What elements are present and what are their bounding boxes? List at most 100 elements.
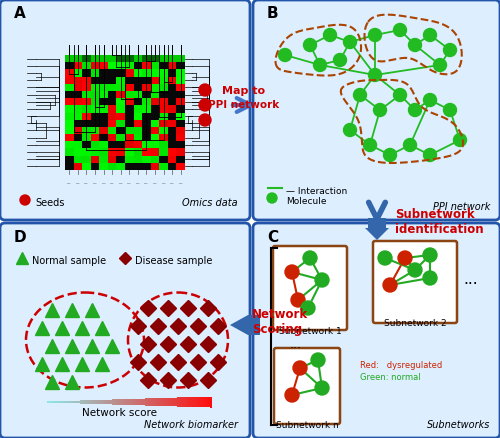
Bar — [168, 155, 176, 163]
Bar — [86, 400, 87, 404]
Bar — [100, 400, 102, 404]
Bar — [125, 91, 134, 98]
Bar — [176, 134, 185, 141]
Bar — [90, 141, 100, 148]
Bar — [54, 401, 56, 403]
Bar — [160, 134, 168, 141]
Bar — [93, 400, 94, 404]
FancyBboxPatch shape — [373, 241, 457, 323]
Bar — [116, 84, 125, 91]
Bar — [248, 315, 260, 335]
Bar — [178, 397, 180, 406]
Bar — [142, 98, 150, 105]
Text: |: | — [153, 182, 157, 183]
Text: |: | — [178, 182, 182, 183]
Bar — [65, 113, 74, 120]
Bar — [108, 113, 116, 120]
Bar — [160, 105, 168, 113]
Bar — [150, 127, 160, 134]
Bar — [116, 113, 125, 120]
Bar — [196, 397, 198, 407]
Bar — [82, 91, 90, 98]
Bar — [156, 398, 157, 406]
Bar — [96, 400, 98, 404]
Bar — [74, 148, 82, 155]
Bar — [168, 113, 176, 120]
Bar — [116, 62, 125, 69]
Circle shape — [364, 138, 376, 152]
Circle shape — [20, 195, 30, 205]
Bar — [142, 55, 150, 62]
Bar — [176, 77, 185, 84]
Bar — [134, 141, 142, 148]
Text: Seeds: Seeds — [35, 198, 64, 208]
Circle shape — [404, 138, 416, 152]
Bar — [108, 141, 116, 148]
Bar — [44, 402, 45, 403]
Bar — [82, 127, 90, 134]
Bar — [74, 141, 82, 148]
Bar — [150, 163, 160, 170]
Bar — [175, 398, 176, 406]
Circle shape — [368, 68, 382, 81]
Circle shape — [301, 301, 315, 315]
Circle shape — [285, 388, 299, 402]
Bar — [82, 113, 90, 120]
Bar — [90, 400, 92, 404]
Bar — [108, 120, 116, 127]
Bar — [106, 399, 108, 404]
Bar — [65, 120, 74, 127]
FancyBboxPatch shape — [274, 348, 340, 424]
Circle shape — [334, 53, 346, 67]
Bar — [198, 397, 200, 407]
Bar — [100, 141, 108, 148]
Bar — [142, 163, 150, 170]
Bar — [68, 401, 70, 403]
Bar — [147, 399, 148, 406]
Bar — [176, 148, 185, 155]
Text: |: | — [110, 182, 114, 183]
Bar — [125, 105, 134, 113]
Bar — [65, 84, 74, 91]
Bar — [100, 120, 108, 127]
Bar — [150, 134, 160, 141]
Circle shape — [199, 84, 211, 96]
Text: Network biomarker: Network biomarker — [144, 420, 238, 430]
Text: Scoring: Scoring — [252, 323, 302, 336]
Bar — [160, 55, 168, 62]
Bar — [146, 399, 148, 406]
Bar — [176, 163, 185, 170]
Text: Map to: Map to — [222, 86, 266, 96]
Text: Omics data: Omics data — [182, 198, 238, 208]
Text: Subnetworks: Subnetworks — [426, 420, 490, 430]
Circle shape — [378, 251, 392, 265]
Circle shape — [199, 99, 211, 111]
Bar — [125, 127, 134, 134]
Bar — [188, 397, 190, 407]
Bar — [150, 55, 160, 62]
Bar — [190, 397, 191, 407]
Bar — [134, 399, 136, 405]
Bar — [210, 396, 212, 407]
Bar — [125, 148, 134, 155]
Bar — [148, 399, 150, 406]
Bar — [65, 141, 74, 148]
Bar — [176, 98, 185, 105]
Bar — [65, 91, 74, 98]
Bar — [65, 134, 74, 141]
Bar — [168, 55, 176, 62]
Bar — [368, 218, 386, 228]
Bar — [100, 55, 108, 62]
Bar — [64, 401, 66, 403]
Bar — [152, 398, 154, 406]
Bar — [134, 120, 142, 127]
Text: Subnetwork
identification: Subnetwork identification — [395, 208, 484, 236]
Bar — [74, 134, 82, 141]
Bar — [129, 399, 130, 405]
Bar — [52, 401, 53, 403]
Bar — [108, 399, 109, 404]
Bar — [82, 84, 90, 91]
Text: C: C — [267, 230, 278, 245]
Bar — [168, 84, 176, 91]
Bar — [125, 134, 134, 141]
